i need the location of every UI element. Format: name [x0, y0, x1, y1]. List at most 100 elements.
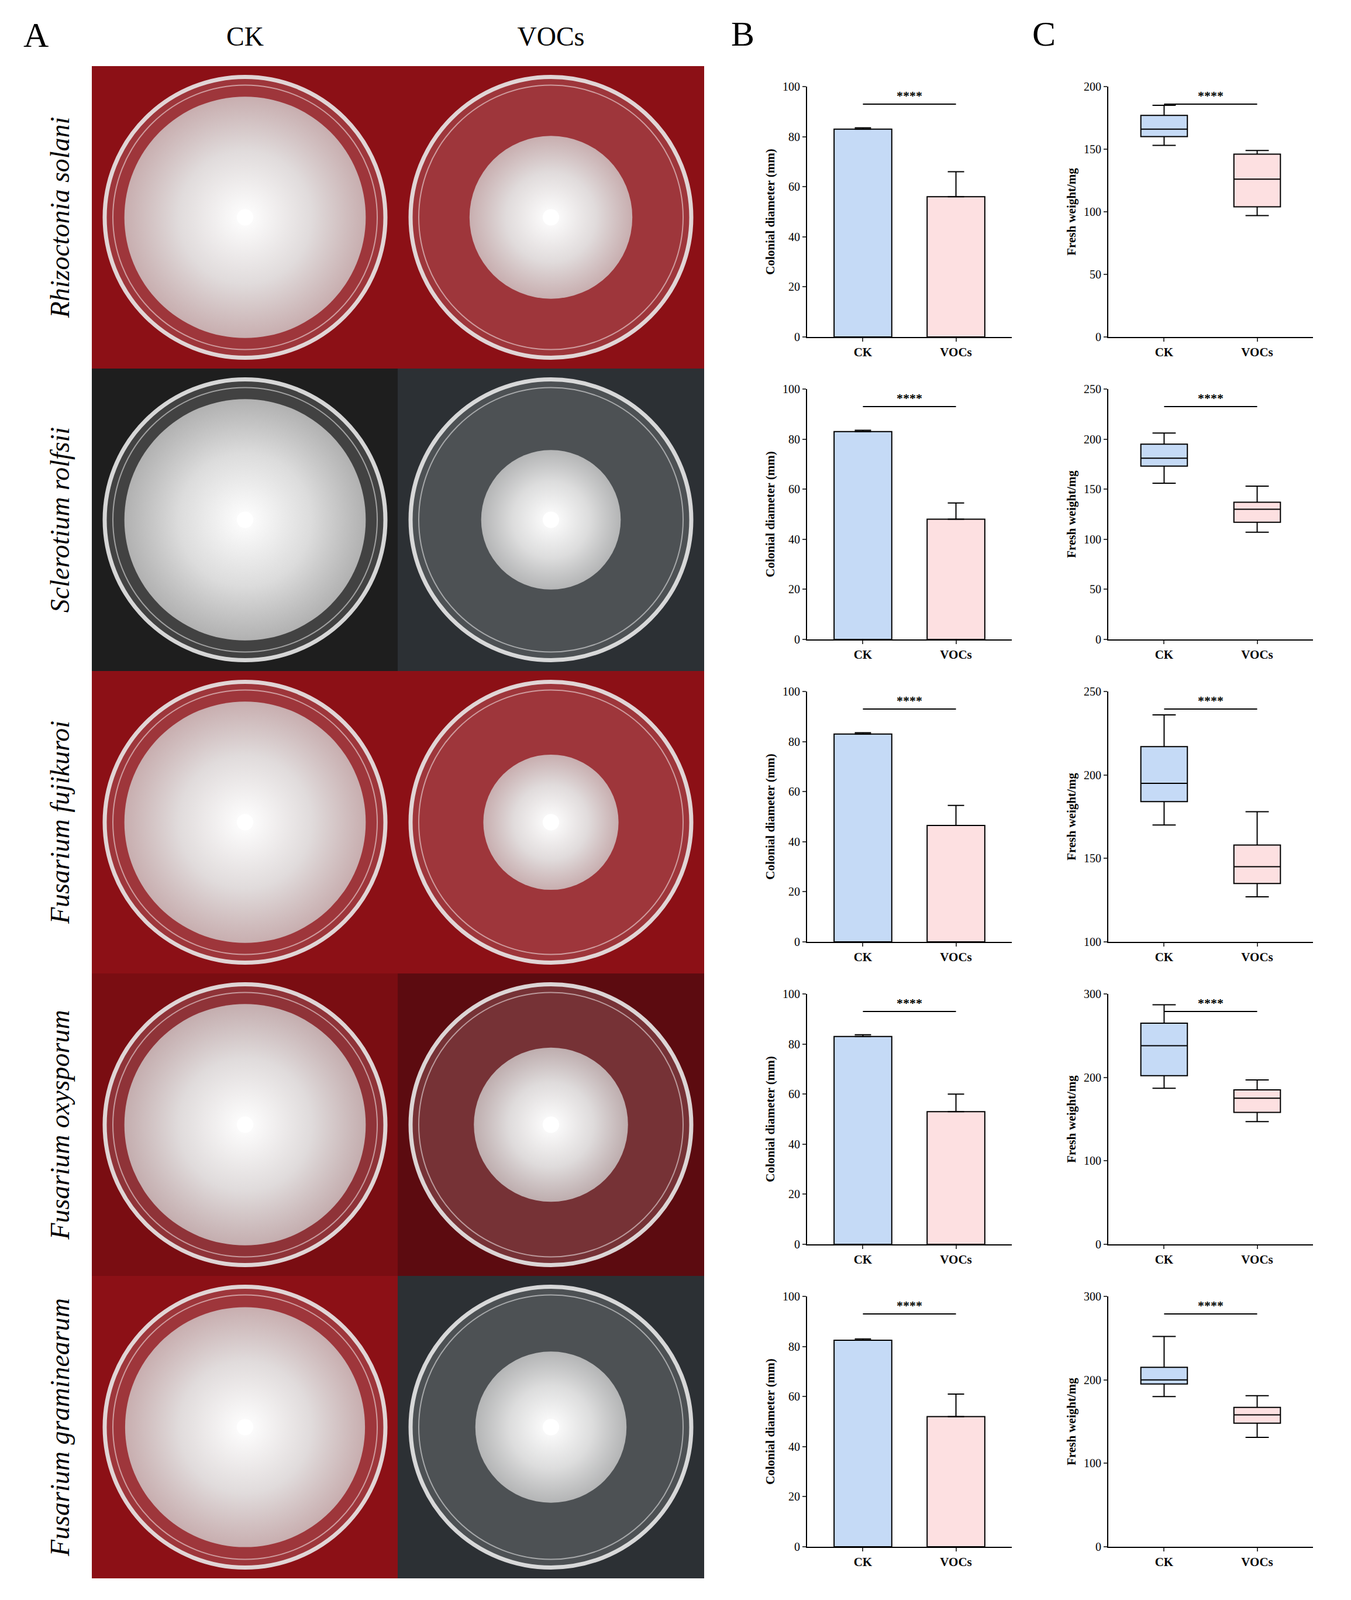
svg-text:60: 60: [788, 784, 801, 798]
svg-text:****: ****: [896, 390, 923, 406]
svg-text:VOCs: VOCs: [939, 1554, 972, 1569]
svg-text:200: 200: [1083, 1070, 1102, 1084]
svg-text:40: 40: [788, 230, 801, 244]
svg-text:VOCs: VOCs: [939, 949, 972, 964]
svg-text:VOCs: VOCs: [939, 647, 972, 662]
svg-text:Fusarium oxysporum: Fusarium oxysporum: [45, 1009, 75, 1240]
svg-text:CK: CK: [1155, 1252, 1174, 1267]
svg-text:Sclerotium rolfsii: Sclerotium rolfsii: [45, 426, 75, 613]
svg-text:100: 100: [782, 80, 801, 93]
svg-text:CK: CK: [853, 647, 873, 662]
svg-text:60: 60: [788, 482, 801, 496]
svg-text:Colonial diameter (mm): Colonial diameter (mm): [763, 148, 778, 275]
svg-text:150: 150: [1083, 851, 1102, 865]
svg-text:250: 250: [1083, 684, 1102, 698]
svg-text:Colonial diameter (mm): Colonial diameter (mm): [763, 1055, 778, 1182]
svg-text:Fresh weight/mg: Fresh weight/mg: [1064, 167, 1079, 256]
svg-text:80: 80: [788, 1339, 801, 1353]
svg-text:Fresh weight/mg: Fresh weight/mg: [1064, 470, 1079, 558]
svg-text:****: ****: [896, 995, 923, 1011]
svg-text:Colonial diameter (mm): Colonial diameter (mm): [763, 450, 778, 577]
svg-text:100: 100: [782, 382, 801, 396]
svg-text:80: 80: [788, 1037, 801, 1051]
svg-text:100: 100: [782, 987, 801, 1001]
svg-text:100: 100: [782, 684, 801, 698]
svg-text:VOCs: VOCs: [1241, 1252, 1273, 1267]
svg-text:80: 80: [788, 130, 801, 144]
svg-text:Fresh weight/mg: Fresh weight/mg: [1064, 1377, 1079, 1466]
svg-text:VOCs: VOCs: [1241, 949, 1273, 964]
svg-text:****: ****: [1197, 88, 1224, 103]
svg-text:0: 0: [1095, 1539, 1102, 1553]
svg-text:CK: CK: [853, 1252, 873, 1267]
svg-text:20: 20: [788, 1187, 801, 1201]
svg-text:CK: CK: [1155, 647, 1174, 662]
svg-text:CK: CK: [1155, 949, 1174, 964]
svg-text:20: 20: [788, 280, 801, 294]
svg-text:Colonial diameter (mm): Colonial diameter (mm): [763, 1358, 778, 1484]
svg-text:80: 80: [788, 432, 801, 446]
svg-text:****: ****: [896, 88, 923, 103]
svg-text:0: 0: [794, 1539, 801, 1553]
svg-text:****: ****: [1197, 1297, 1224, 1313]
svg-text:0: 0: [1095, 330, 1102, 344]
svg-text:40: 40: [788, 835, 801, 849]
svg-text:20: 20: [788, 1489, 801, 1503]
svg-text:VOCs: VOCs: [1241, 1554, 1273, 1569]
svg-text:****: ****: [896, 693, 923, 708]
svg-text:60: 60: [788, 180, 801, 193]
svg-text:0: 0: [794, 935, 801, 949]
svg-text:200: 200: [1083, 432, 1102, 446]
svg-text:100: 100: [1083, 1153, 1102, 1167]
svg-text:0: 0: [1095, 1237, 1102, 1251]
svg-text:Fresh weight/mg: Fresh weight/mg: [1064, 772, 1079, 861]
svg-text:200: 200: [1083, 80, 1102, 93]
svg-text:CK: CK: [853, 949, 873, 964]
svg-text:300: 300: [1083, 1289, 1102, 1303]
svg-text:A: A: [23, 15, 49, 55]
svg-text:CK: CK: [1155, 345, 1174, 360]
svg-text:150: 150: [1083, 482, 1102, 496]
svg-text:40: 40: [788, 1439, 801, 1453]
svg-text:VOCs: VOCs: [517, 21, 585, 52]
svg-text:50: 50: [1089, 267, 1102, 281]
svg-text:0: 0: [1095, 632, 1102, 646]
svg-text:0: 0: [794, 632, 801, 646]
svg-text:Fusarium graminearum: Fusarium graminearum: [45, 1297, 75, 1557]
svg-text:****: ****: [896, 1297, 923, 1313]
svg-text:CK: CK: [853, 345, 873, 360]
svg-text:40: 40: [788, 532, 801, 546]
svg-text:0: 0: [794, 1237, 801, 1251]
svg-text:CK: CK: [853, 1554, 873, 1569]
svg-text:100: 100: [782, 1289, 801, 1303]
svg-text:40: 40: [788, 1137, 801, 1151]
svg-text:Rhizoctonia solani: Rhizoctonia solani: [45, 116, 75, 319]
svg-text:60: 60: [788, 1389, 801, 1403]
svg-text:250: 250: [1083, 382, 1102, 396]
svg-text:CK: CK: [226, 21, 264, 52]
svg-text:80: 80: [788, 735, 801, 749]
svg-text:50: 50: [1089, 582, 1102, 596]
svg-text:20: 20: [788, 884, 801, 898]
svg-text:****: ****: [1197, 693, 1224, 708]
svg-text:VOCs: VOCs: [1241, 647, 1273, 662]
svg-text:VOCs: VOCs: [939, 1252, 972, 1267]
svg-text:20: 20: [788, 582, 801, 596]
svg-text:100: 100: [1083, 532, 1102, 546]
svg-text:200: 200: [1083, 1373, 1102, 1387]
svg-text:150: 150: [1083, 142, 1102, 156]
svg-text:Colonial diameter (mm): Colonial diameter (mm): [763, 753, 778, 880]
svg-text:CK: CK: [1155, 1554, 1174, 1569]
svg-text:0: 0: [794, 330, 801, 344]
svg-text:60: 60: [788, 1087, 801, 1101]
svg-text:****: ****: [1197, 995, 1224, 1011]
svg-text:Fusarium fujikuroi: Fusarium fujikuroi: [45, 720, 75, 925]
svg-text:VOCs: VOCs: [1241, 345, 1273, 360]
svg-text:Fresh weight/mg: Fresh weight/mg: [1064, 1074, 1079, 1163]
svg-text:100: 100: [1083, 935, 1102, 949]
svg-text:200: 200: [1083, 768, 1102, 782]
svg-text:100: 100: [1083, 1456, 1102, 1470]
svg-text:100: 100: [1083, 205, 1102, 219]
svg-text:300: 300: [1083, 987, 1102, 1001]
svg-text:****: ****: [1197, 390, 1224, 406]
